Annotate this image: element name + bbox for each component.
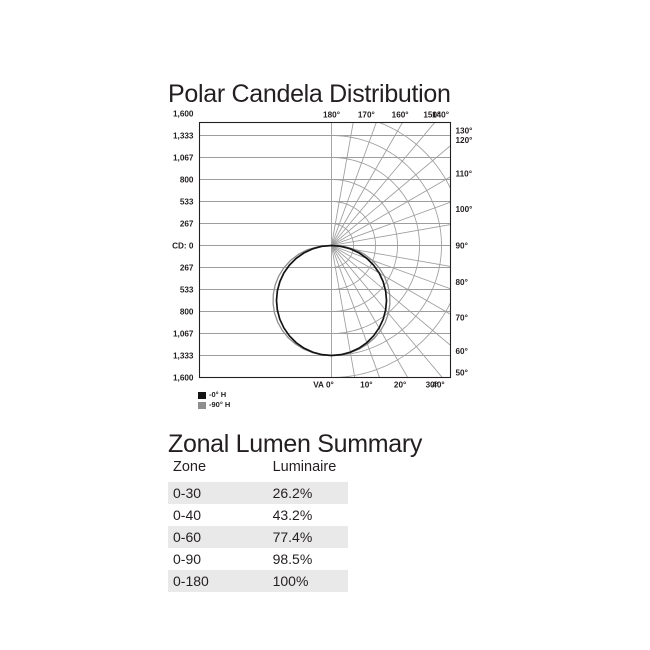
- cell-zone: 0-90: [168, 548, 268, 570]
- cell-luminaire: 26.2%: [267, 482, 348, 504]
- table-row: 0-60 77.4%: [168, 526, 348, 548]
- y-tick-label: 533: [180, 198, 194, 207]
- right-angle-label: 50°: [456, 369, 468, 378]
- bottom-angle-label: VA 0°: [313, 381, 334, 390]
- y-tick-label: 800: [180, 308, 194, 317]
- top-angle-label: 160°: [392, 111, 409, 120]
- table-header-row: Zone Luminaire: [168, 459, 348, 482]
- polar-chart-title: Polar Candela Distribution: [168, 80, 451, 108]
- top-angle-label: 170°: [358, 111, 375, 120]
- bottom-angle-label: 20°: [394, 381, 406, 390]
- y-tick-label: 800: [180, 176, 194, 185]
- top-angle-label: 140°: [432, 111, 449, 120]
- legend-swatch-icon: [198, 401, 206, 409]
- bottom-angle-label: 30°: [426, 381, 438, 390]
- table-row: 0-40 43.2%: [168, 504, 348, 526]
- right-angle-label: 80°: [456, 278, 468, 287]
- top-angle-label: 180°: [323, 111, 340, 120]
- cell-zone: 0-60: [168, 526, 268, 548]
- table-body: 0-30 26.2% 0-40 43.2% 0-60 77.4% 0-90 98.5% 0-18…: [168, 482, 348, 592]
- chart-axis-labels: 1,600 1,333 1,067 800 533 267 CD: 0 267 533 800 1,…: [172, 110, 472, 390]
- legend-item: -90° H: [198, 400, 230, 410]
- y-tick-label: 1,333: [173, 352, 194, 361]
- candela-curve: [275, 244, 388, 357]
- legend-swatch-icon: [198, 391, 206, 399]
- table-head: Zone Luminaire: [168, 459, 348, 482]
- cell-luminaire: 43.2%: [267, 504, 348, 526]
- polar-chart-legend: -0° H -90° H: [198, 390, 230, 410]
- y-tick-label: 267: [180, 264, 194, 273]
- column-header-zone: Zone: [173, 459, 207, 475]
- cell-luminaire: 100%: [267, 570, 348, 592]
- bottom-angle-label: 40°: [432, 381, 444, 390]
- y-tick-label: 1,600: [173, 110, 194, 119]
- polar-chart-svg: 1,600 1,333 1,067 800 533 267 CD: 0 267 533 800 1,…: [172, 110, 472, 390]
- right-angle-label: 60°: [456, 347, 468, 356]
- column-header-luminaire: Luminaire: [272, 459, 337, 475]
- y-tick-label: 533: [180, 286, 194, 295]
- polar-grid-lines: [331, 122, 451, 378]
- table-row: 0-180 100%: [168, 570, 348, 592]
- top-angle-label: 150°: [423, 111, 440, 120]
- chart-frame: [198, 121, 452, 379]
- cell-zone: 0-30: [168, 482, 268, 504]
- cell-luminaire: 77.4%: [267, 526, 348, 548]
- cell-zone: 0-40: [168, 504, 268, 526]
- zonal-lumen-table: Zone Luminaire 0-30 26.2% 0-40 43.2% 0-60 77.…: [168, 459, 348, 592]
- legend-item: -0° H: [198, 390, 230, 400]
- right-angle-label: 100°: [456, 205, 473, 214]
- plot-border: [198, 121, 452, 379]
- chart-curves: [272, 244, 391, 357]
- bottom-angle-label: 10°: [360, 381, 372, 390]
- y-tick-label: 1,067: [173, 330, 194, 339]
- cell-zone: 0-180: [168, 570, 268, 592]
- y-origin-label: CD: 0: [172, 242, 194, 251]
- table-row: 0-30 26.2%: [168, 482, 348, 504]
- cell-luminaire: 98.5%: [267, 548, 348, 570]
- legend-label: -90° H: [209, 399, 231, 409]
- y-tick-label: 267: [180, 220, 194, 229]
- polar-candela-chart: 1,600 1,333 1,067 800 533 267 CD: 0 267 533 800 1,…: [172, 110, 472, 390]
- right-angle-label: 70°: [456, 314, 468, 323]
- zonal-summary-title: Zonal Lumen Summary: [168, 430, 423, 458]
- y-tick-label: 1,333: [173, 132, 194, 141]
- right-angle-label: 110°: [456, 169, 472, 178]
- right-angle-label: 90°: [456, 242, 468, 251]
- right-angle-label: 130°: [456, 127, 473, 136]
- right-angle-label: 120°: [456, 136, 473, 145]
- table-row: 0-90 98.5%: [168, 548, 348, 570]
- y-tick-label: 1,067: [173, 154, 194, 163]
- y-tick-label: 1,600: [173, 374, 194, 383]
- legend-label: -0° H: [209, 389, 227, 399]
